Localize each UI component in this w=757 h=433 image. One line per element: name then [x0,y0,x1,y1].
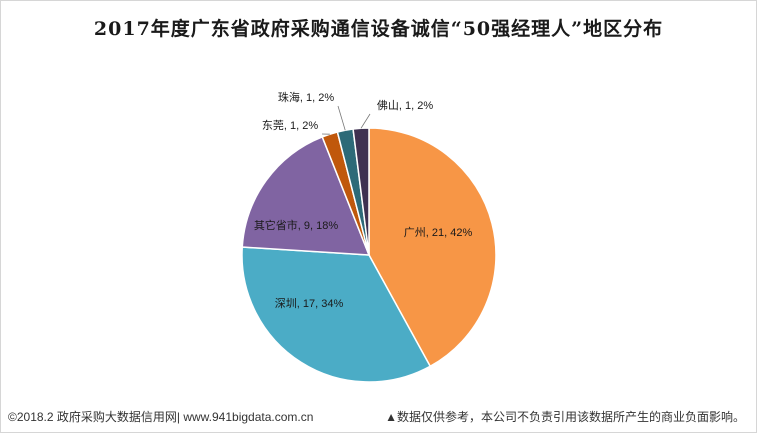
leader-line-5 [360,113,371,129]
footer-disclaimer: ▲数据仅供参考，本公司不负责引用该数据所产生的商业负面影响。 [385,410,745,424]
data-label-4: 珠海, 1, 2% [278,90,334,104]
data-label-0: 广州, 21, 42% [404,226,473,239]
data-label-5: 佛山, 1, 2% [377,99,433,112]
pie-slice-0 [368,127,497,368]
data-label-1: 深圳, 17, 34% [275,297,344,310]
footer-copyright: ©2018.2 政府采购大数据信用网| www.941bigdata.com.c… [8,410,314,424]
data-label-3: 东莞, 1, 2% [262,119,318,132]
chart-title: 2017年度广东省政府采购通信设备诚信“50强经理人”地区分布 [93,18,664,40]
pie-slice-2 [241,135,371,256]
data-label-2: 其它省市, 9, 18% [254,218,339,232]
leader-line-4 [337,105,346,131]
pie-slice-1 [241,246,432,383]
